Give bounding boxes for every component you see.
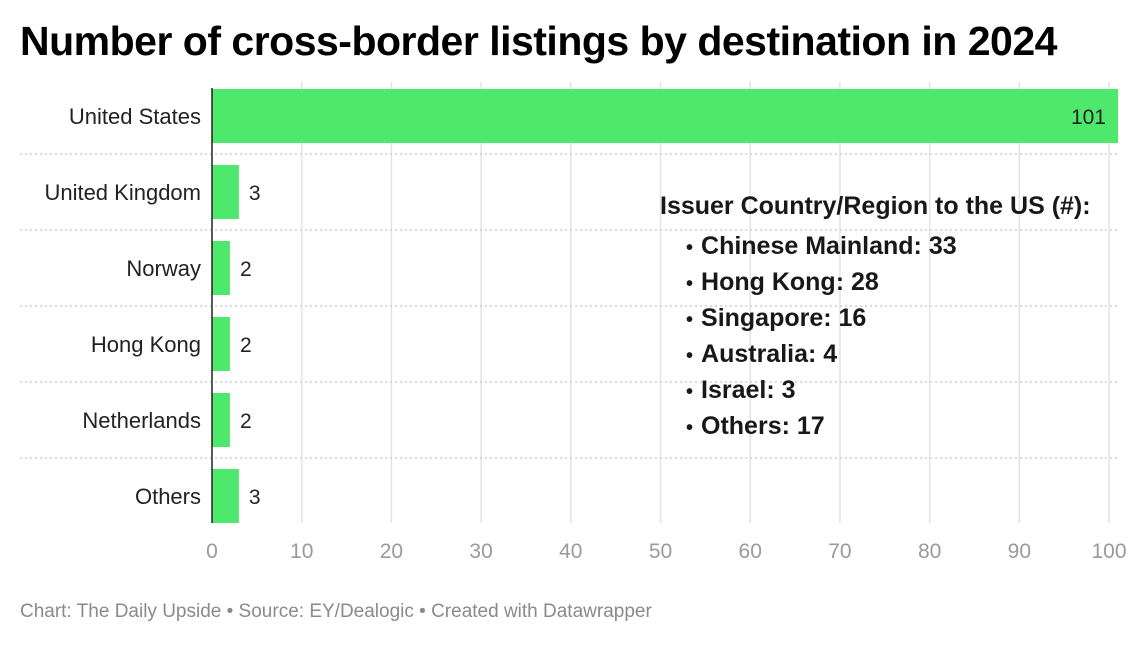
category-label: United States bbox=[69, 104, 201, 129]
annotation-box: Issuer Country/Region to the US (#): Chi… bbox=[660, 192, 1091, 445]
value-label: 2 bbox=[240, 334, 252, 357]
category-label: Norway bbox=[126, 256, 201, 281]
annotation-item: Singapore: 16 bbox=[686, 301, 1091, 337]
x-tick-label: 10 bbox=[290, 540, 313, 563]
value-label: 2 bbox=[240, 410, 252, 433]
bars bbox=[212, 89, 1118, 523]
value-labels: 101 3 2 2 2 3 bbox=[240, 106, 1106, 509]
x-tick-label: 60 bbox=[739, 540, 762, 563]
x-tick-label: 40 bbox=[559, 540, 582, 563]
annotation-item: Hong Kong: 28 bbox=[686, 265, 1091, 301]
value-label: 3 bbox=[249, 486, 261, 509]
x-tick-label: 80 bbox=[918, 540, 941, 563]
category-label: Others bbox=[135, 484, 201, 509]
annotation-list: Chinese Mainland: 33 Hong Kong: 28 Singa… bbox=[660, 229, 1091, 445]
annotation-item: Chinese Mainland: 33 bbox=[686, 229, 1091, 265]
x-tick-label: 70 bbox=[828, 540, 851, 563]
value-label: 3 bbox=[249, 182, 261, 205]
bar bbox=[212, 165, 239, 219]
x-tick-label: 100 bbox=[1092, 540, 1127, 563]
x-tick-label: 90 bbox=[1008, 540, 1031, 563]
category-label: United Kingdom bbox=[44, 180, 201, 205]
bar bbox=[212, 89, 1118, 143]
annotation-title: Issuer Country/Region to the US (#): bbox=[660, 192, 1091, 220]
x-tick-label: 0 bbox=[206, 540, 218, 563]
category-label: Hong Kong bbox=[91, 332, 201, 357]
value-label: 2 bbox=[240, 258, 252, 281]
bar bbox=[212, 469, 239, 523]
chart-footer: Chart: The Daily Upside • Source: EY/Dea… bbox=[20, 601, 652, 622]
value-label: 101 bbox=[1071, 106, 1106, 129]
x-tick-label: 20 bbox=[380, 540, 403, 563]
annotation-item: Israel: 3 bbox=[686, 373, 1091, 409]
bar bbox=[212, 241, 230, 295]
x-tick-label: 50 bbox=[649, 540, 672, 563]
x-tick-label: 30 bbox=[469, 540, 492, 563]
chart-title: Number of cross-border listings by desti… bbox=[20, 18, 1057, 64]
annotation-item: Australia: 4 bbox=[686, 337, 1091, 373]
category-label: Netherlands bbox=[82, 408, 201, 433]
bar bbox=[212, 317, 230, 371]
x-axis-ticks: 0 10 20 30 40 50 60 70 80 90 100 bbox=[206, 540, 1126, 563]
annotation-item: Others: 17 bbox=[686, 409, 1091, 445]
category-labels: United States United Kingdom Norway Hong Ko… bbox=[44, 104, 201, 509]
bar bbox=[212, 393, 230, 447]
